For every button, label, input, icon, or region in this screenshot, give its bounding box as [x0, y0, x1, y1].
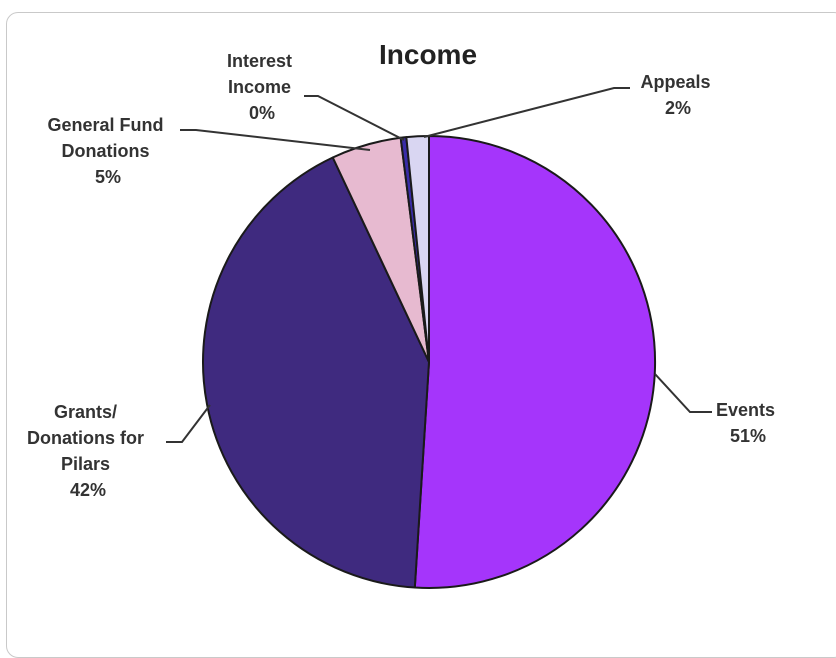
leader-lines: [166, 87, 712, 443]
leader-line-appeals: [423, 87, 630, 138]
pie-slice-grants-donations-for-pilars: [202, 156, 430, 589]
leader-line-grants: [166, 404, 211, 443]
label-events: Events 51%: [716, 400, 780, 446]
chart-title: Income: [379, 39, 477, 70]
pie-slices: [202, 135, 657, 589]
leader-line-events: [654, 373, 712, 413]
leader-line-interest: [304, 95, 405, 141]
leader-line-general: [180, 129, 371, 151]
label-interest-income: Interest Income 0%: [227, 51, 297, 123]
label-grants: Grants/ Donations for Pilars 42%: [27, 402, 149, 500]
pie-slice-events: [413, 135, 657, 589]
label-general-fund: General Fund Donations 5%: [47, 115, 168, 187]
label-appeals: Appeals 2%: [640, 72, 715, 118]
